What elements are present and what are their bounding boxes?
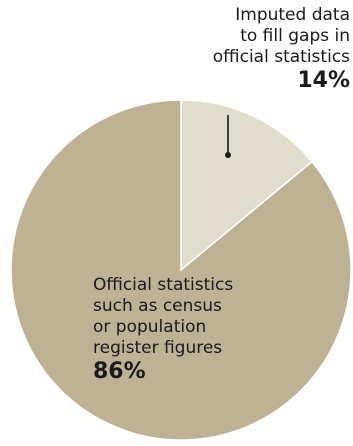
official-label-line: Official statistics <box>93 275 234 295</box>
official-percentage: 86% <box>93 359 146 384</box>
imputed-label-line: to fill gaps in <box>240 26 350 46</box>
pie-slice-imputed <box>180 99 314 272</box>
official-label-line: register figures <box>93 338 223 358</box>
official-slice-label: Official statistics such as census or po… <box>93 275 233 385</box>
pie-slice-official <box>10 99 352 441</box>
imputed-label-line: Imputed data <box>235 5 350 25</box>
imputed-slice-label: Imputed data to fill gaps in official st… <box>213 5 350 94</box>
leader-dot <box>225 152 231 158</box>
official-label-line: or population <box>93 317 207 337</box>
official-label-line: such as census <box>93 296 222 316</box>
imputed-percentage: 14% <box>297 68 350 93</box>
imputed-label-line: official statistics <box>212 47 350 67</box>
